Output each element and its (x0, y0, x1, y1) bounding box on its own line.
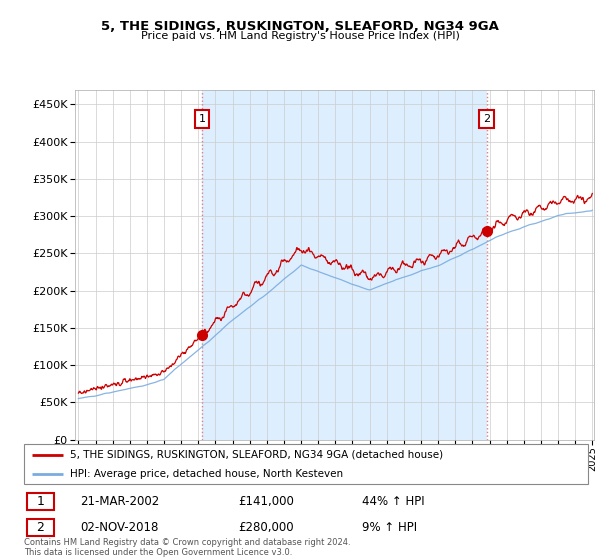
Bar (27, 519, 54, 536)
Text: 5, THE SIDINGS, RUSKINGTON, SLEAFORD, NG34 9GA (detached house): 5, THE SIDINGS, RUSKINGTON, SLEAFORD, NG… (70, 450, 443, 460)
Text: 02-NOV-2018: 02-NOV-2018 (80, 521, 159, 534)
Text: £280,000: £280,000 (238, 521, 294, 534)
Text: 9% ↑ HPI: 9% ↑ HPI (362, 521, 418, 534)
Text: 2: 2 (483, 114, 490, 124)
Text: £141,000: £141,000 (238, 495, 294, 508)
Text: Contains HM Land Registry data © Crown copyright and database right 2024.
This d: Contains HM Land Registry data © Crown c… (24, 538, 350, 557)
Bar (27, 493, 54, 511)
Text: 1: 1 (199, 114, 206, 124)
Text: 44% ↑ HPI: 44% ↑ HPI (362, 495, 425, 508)
Text: Price paid vs. HM Land Registry's House Price Index (HPI): Price paid vs. HM Land Registry's House … (140, 31, 460, 41)
Text: HPI: Average price, detached house, North Kesteven: HPI: Average price, detached house, Nort… (70, 469, 343, 478)
Text: 2: 2 (37, 521, 44, 534)
Text: 21-MAR-2002: 21-MAR-2002 (80, 495, 160, 508)
Bar (202, 90, 487, 440)
Text: 5, THE SIDINGS, RUSKINGTON, SLEAFORD, NG34 9GA: 5, THE SIDINGS, RUSKINGTON, SLEAFORD, NG… (101, 20, 499, 32)
Text: 1: 1 (37, 495, 44, 508)
